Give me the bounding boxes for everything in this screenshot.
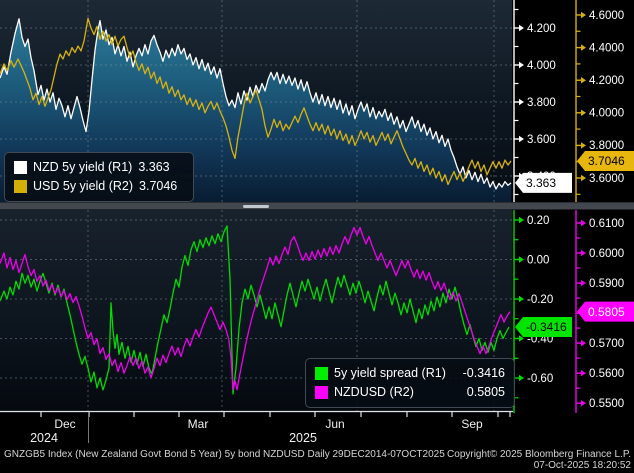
axis-tick-label: 3.8000 xyxy=(589,140,624,152)
svg-text:3.363: 3.363 xyxy=(526,176,556,190)
date-axis: Dec Mar Jun Sep 2024 2025 xyxy=(0,410,513,445)
axis-tick-label: 0.5700 xyxy=(589,338,624,350)
month-label: Jun xyxy=(325,417,344,431)
last-value-tag: -0.3416 xyxy=(515,316,572,337)
axis-tick-label: 4.000 xyxy=(527,60,556,72)
bottom-legend: 5y yield spread (R1) -0.3416 NZDUSD (R2)… xyxy=(305,358,515,408)
usd-series-swatch-icon xyxy=(14,180,27,193)
axis-tick-label: 0.5500 xyxy=(589,398,624,410)
footer-timestamp: 07-Oct-2025 18:20:52 xyxy=(533,460,631,471)
last-value-tag: 0.5805 xyxy=(577,301,634,322)
legend-item: 5y yield spread (R1) -0.3416 xyxy=(315,364,505,383)
legend-label: 5y yield spread (R1) xyxy=(334,366,446,380)
axis-tick-label: -0.60 xyxy=(527,373,553,385)
axis-tick-label: 0.20 xyxy=(527,215,549,227)
nzd-series-swatch-icon xyxy=(14,161,27,174)
value-axis: 4.6000 4.4000 4.2000 4.0000 3.8000 3.6000 xyxy=(575,0,624,202)
last-value-tag: 3.7046 xyxy=(577,150,634,171)
axis-tick-label: 4.4000 xyxy=(589,42,624,54)
splitter-handle[interactable] xyxy=(243,205,269,208)
legend-item: NZDUSD (R2) 0.5805 xyxy=(315,383,505,402)
month-label: Dec xyxy=(54,417,75,431)
panel-splitter[interactable] xyxy=(0,202,634,210)
series-line xyxy=(0,225,510,395)
footer: GNZGB5 Index (New Zealand Govt Bond 5 Ye… xyxy=(0,446,634,473)
axis-tick-label: 3.6000 xyxy=(589,173,624,185)
axis-tick-label: -0.20 xyxy=(527,294,553,306)
month-label: Mar xyxy=(188,417,209,431)
last-value-tag: 3.363 xyxy=(515,172,572,193)
series-line xyxy=(0,17,512,186)
gridlines xyxy=(0,210,512,413)
top-legend: NZD 5y yield (R1) 3.363 USD 5y yield (R2… xyxy=(4,152,194,202)
legend-value: -0.3416 xyxy=(462,366,505,380)
svg-text:-0.3416: -0.3416 xyxy=(526,320,567,334)
legend-label: USD 5y yield (R2) xyxy=(33,179,134,193)
nzdusd-series-swatch-icon xyxy=(315,386,328,399)
svg-text:0.5805: 0.5805 xyxy=(588,305,625,319)
axis-tick-label: 4.200 xyxy=(527,23,556,35)
series-line xyxy=(0,18,512,190)
legend-value: 3.363 xyxy=(138,160,170,174)
svg-text:3.7046: 3.7046 xyxy=(588,154,625,168)
legend-item: NZD 5y yield (R1) 3.363 xyxy=(14,158,184,177)
axis-tick-label: 0.5900 xyxy=(589,278,624,290)
axis-tick-label: 4.0000 xyxy=(589,108,624,120)
legend-item: USD 5y yield (R2) 3.7046 xyxy=(14,177,184,196)
value-axis: 0.200.00-0.20-0.40-0.60 xyxy=(513,210,553,413)
axis-tick-label: 3.600 xyxy=(527,134,556,146)
spread-series-swatch-icon xyxy=(315,367,328,380)
axis-tick-label: 0.6000 xyxy=(589,248,624,260)
footer-copyright: Copyright© 2025 Bloomberg Finance L.P. xyxy=(447,449,631,460)
axis-tick-label: 4.2000 xyxy=(589,75,624,87)
axis-tick-label: 0.5600 xyxy=(589,368,624,380)
axis-tick-label: 4.6000 xyxy=(589,10,624,22)
footer-security-description: GNZGB5 Index (New Zealand Govt Bond 5 Ye… xyxy=(4,449,445,460)
year-label: 2024 xyxy=(30,431,58,445)
series-line xyxy=(0,226,511,391)
axis-tick-label: 3.800 xyxy=(527,97,556,109)
legend-value: 3.7046 xyxy=(139,179,178,193)
legend-value: 0.5805 xyxy=(466,385,505,399)
legend-label: NZDUSD (R2) xyxy=(334,385,414,399)
axis-tick-label: 0.6100 xyxy=(589,218,624,230)
year-label: 2025 xyxy=(289,431,317,445)
month-label: Sep xyxy=(461,417,483,431)
legend-label: NZD 5y yield (R1) xyxy=(33,160,133,174)
axis-tick-label: 0.00 xyxy=(527,254,549,266)
